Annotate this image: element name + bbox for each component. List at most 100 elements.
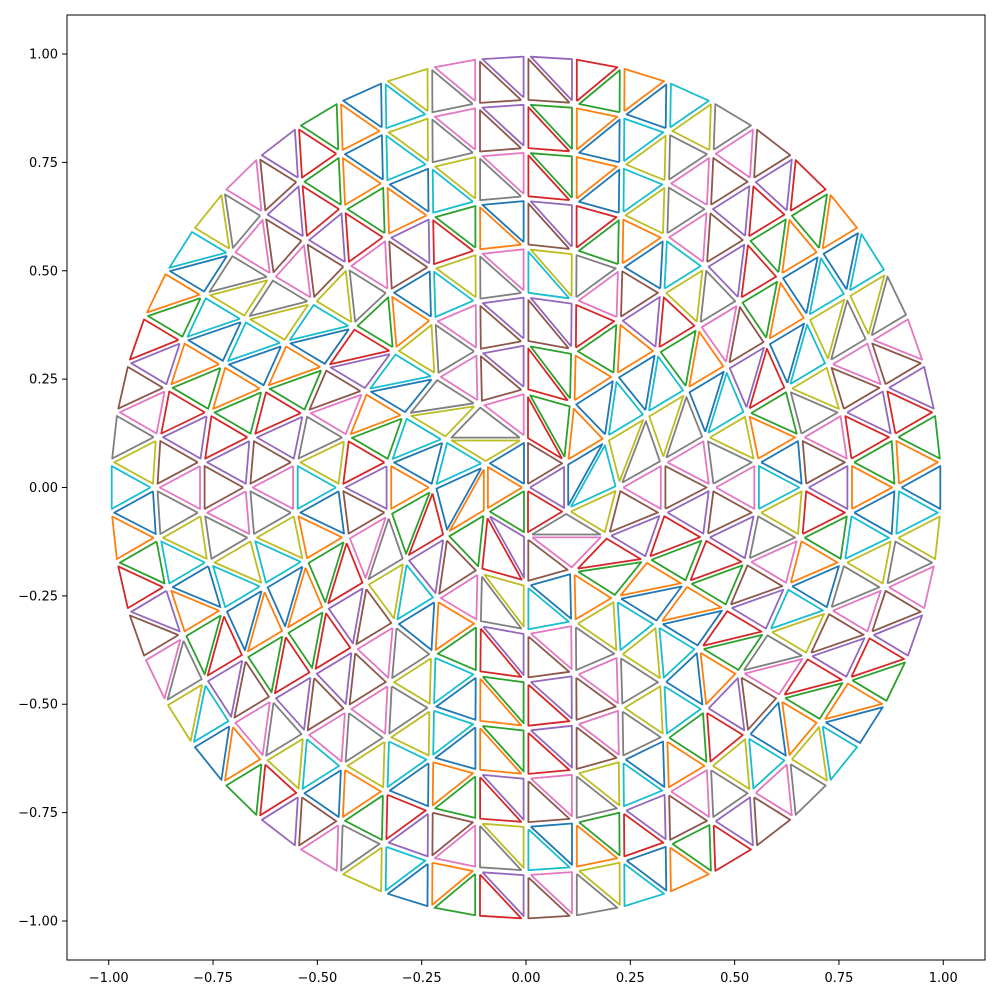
mesh-triangle (527, 58, 571, 104)
mesh-triangle (849, 274, 886, 335)
mesh-triangle (396, 564, 434, 621)
mesh-triangle (479, 206, 522, 251)
mesh-triangle (622, 627, 661, 679)
mesh-triangle (384, 83, 426, 130)
mesh-triangle (448, 515, 485, 568)
mesh-triangle (567, 407, 604, 460)
mesh-triangle (621, 420, 661, 484)
y-tick-label: 1.00 (29, 48, 58, 63)
mesh-triangle (386, 740, 428, 788)
mesh-triangle (527, 732, 571, 775)
mesh-triangle (575, 107, 619, 151)
mesh-triangle (530, 773, 573, 818)
mesh-triangle (355, 588, 393, 646)
mesh-triangle (709, 415, 755, 460)
mesh-triangle (227, 321, 281, 362)
mesh-triangle (393, 442, 444, 485)
mesh-triangle (479, 873, 523, 920)
mesh-triangle (327, 542, 364, 605)
mesh-triangle (575, 677, 617, 721)
mesh-triangle (748, 415, 796, 460)
mesh-triangle (482, 344, 525, 388)
mesh-triangle (771, 613, 825, 654)
mesh-triangle (527, 635, 571, 679)
mesh-triangle (346, 186, 386, 234)
mesh-triangle (158, 465, 201, 510)
mesh-triangle (342, 440, 385, 485)
mesh-triangle (527, 780, 571, 823)
mesh-triangle (314, 612, 352, 670)
mesh-triangle (748, 515, 796, 560)
mesh-triangle (385, 134, 427, 182)
mesh-triangle (348, 269, 387, 323)
mesh-triangle (234, 219, 271, 274)
mesh-triangle (623, 68, 665, 112)
mesh-triangle (435, 467, 482, 531)
mesh-triangle (213, 540, 263, 584)
mesh-triangle (160, 540, 206, 585)
mesh-triangle (648, 355, 684, 412)
mesh-triangle (289, 328, 350, 365)
mesh-triangle (193, 725, 231, 781)
mesh-triangle (658, 627, 696, 679)
mesh-triangle (435, 677, 477, 721)
mesh-triangle (712, 103, 752, 151)
mesh-triangle (768, 281, 805, 340)
mesh-triangle (830, 565, 881, 608)
mesh-triangle (707, 490, 753, 535)
mesh-triangle (308, 712, 346, 763)
mesh-triangle (185, 614, 222, 676)
mesh-triangle (299, 490, 345, 535)
mesh-triangle (224, 193, 261, 249)
mesh-triangle (308, 212, 346, 263)
mesh-triangle (117, 565, 164, 609)
mesh-triangle (712, 185, 751, 237)
mesh-triangle (436, 303, 477, 349)
mesh-triangle (356, 627, 394, 679)
mesh-triangle (111, 415, 155, 460)
mesh-triangle (340, 103, 381, 151)
mesh-triangle (784, 682, 844, 720)
mesh-triangle (482, 675, 525, 725)
mesh-triangle (715, 796, 754, 847)
mesh-triangle (397, 324, 436, 374)
mesh-triangle (479, 157, 522, 202)
mesh-triangle (527, 441, 563, 485)
mesh-triangle (266, 565, 304, 628)
mesh-triangle (846, 540, 892, 585)
mesh-triangle (342, 846, 383, 893)
mesh-triangle (804, 415, 848, 460)
mesh-triangle (344, 212, 384, 263)
mesh-triangle (206, 616, 243, 677)
mesh-triangle (706, 212, 744, 263)
mesh-triangle (753, 128, 792, 179)
mesh-triangle (388, 685, 429, 735)
mesh-triangle (575, 824, 619, 868)
mesh-triangle (410, 405, 475, 438)
mesh-triangle (789, 540, 839, 584)
mesh-triangle (670, 769, 710, 818)
mesh-triangle (529, 394, 571, 458)
mesh-triangle (801, 440, 846, 485)
mesh-triangle (450, 439, 521, 462)
mesh-triangle (781, 701, 818, 756)
mesh-triangle (300, 103, 340, 151)
mesh-triangle (703, 634, 763, 671)
mesh-triangle (626, 846, 668, 892)
mesh-triangle (668, 212, 708, 263)
mesh-triangle (260, 128, 299, 179)
y-axis: 1.00 0.75 0.50 0.25 0.00 −0.25 −0.50 −0.75 −1.00 (18, 48, 67, 929)
mesh-triangle (390, 465, 430, 510)
mesh-triangle (700, 305, 738, 363)
mesh-triangle (308, 369, 361, 411)
mesh-triangle (433, 824, 477, 868)
mesh-triangle (160, 390, 206, 435)
mesh-triangle (671, 103, 712, 151)
mesh-triangle (578, 118, 621, 164)
mesh-triangle (699, 269, 737, 323)
mesh-triangle (348, 516, 387, 579)
mesh-triangle (481, 822, 525, 869)
mesh-triangle (851, 465, 894, 510)
mesh-triangle (436, 626, 477, 671)
mesh-triangle (670, 157, 710, 206)
